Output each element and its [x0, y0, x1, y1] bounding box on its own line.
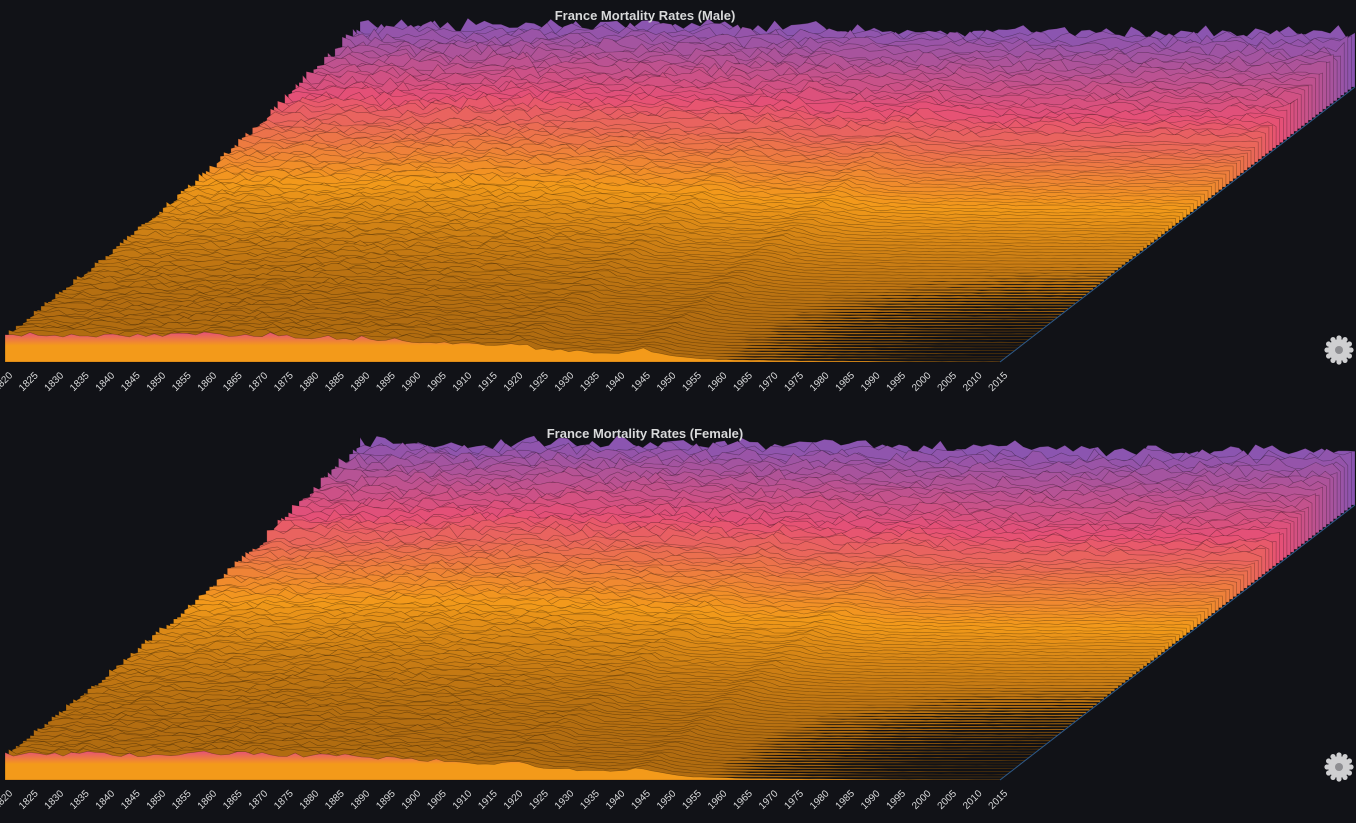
x-tick-label: 1855	[170, 370, 194, 394]
x-tick-label: 2015	[987, 370, 1011, 394]
chart-panel-female: 1820 1825 1830 1835 1840 1845 1850 1855 1860 1865…	[0, 418, 1356, 823]
x-tick-label: 1875	[272, 370, 296, 394]
depth-axis-line	[999, 504, 1356, 781]
x-tick-label: 1990	[859, 370, 883, 394]
x-tick-label: 1930	[553, 788, 577, 812]
x-tick-label: 1860	[196, 788, 220, 812]
x-tick-label: 1935	[578, 788, 602, 812]
x-tick-label: 1860	[196, 370, 220, 394]
x-tick-label: 2005	[936, 370, 960, 394]
gear-icon[interactable]	[1324, 335, 1354, 365]
x-tick-label: 1895	[374, 370, 398, 394]
x-tick-label: 1965	[731, 370, 755, 394]
x-tick-label: 1880	[298, 788, 322, 812]
x-tick-label: 2000	[910, 370, 934, 394]
x-tick-label: 1975	[783, 788, 807, 812]
x-tick-label: 1870	[247, 370, 271, 394]
x-tick-label: 1885	[323, 370, 347, 394]
x-tick-label: 1940	[604, 370, 628, 394]
ridgeline-chart-male[interactable]: 1820 1825 1830 1835 1840 1845 1850 1855 1860 1865…	[0, 0, 1356, 405]
x-tick-label: 1820	[0, 370, 15, 394]
x-tick-label: 1900	[400, 788, 424, 812]
x-tick-label: 1915	[476, 370, 500, 394]
x-tick-label: 1990	[859, 788, 883, 812]
x-tick-label: 1825	[17, 788, 41, 812]
x-tick-label: 1845	[119, 370, 143, 394]
x-tick-label: 1835	[68, 370, 92, 394]
x-tick-label: 1980	[808, 788, 832, 812]
x-tick-label: 1845	[119, 788, 143, 812]
x-tick-label: 1830	[43, 788, 67, 812]
x-tick-label: 1945	[629, 788, 653, 812]
x-tick-label: 1895	[374, 788, 398, 812]
x-tick-label: 1865	[221, 370, 245, 394]
x-tick-label: 1905	[425, 788, 449, 812]
x-tick-label: 2010	[961, 370, 985, 394]
x-tick-label: 1985	[834, 788, 858, 812]
x-tick-label: 1930	[553, 370, 577, 394]
depth-axis-line	[999, 86, 1356, 363]
x-tick-label: 1980	[808, 370, 832, 394]
x-tick-label: 1955	[680, 370, 704, 394]
x-tick-label: 1910	[451, 370, 475, 394]
x-tick-label: 1875	[272, 788, 296, 812]
x-tick-label: 1925	[527, 788, 551, 812]
x-tick-label: 1950	[655, 788, 679, 812]
x-tick-label: 1945	[629, 370, 653, 394]
x-tick-label: 1940	[604, 788, 628, 812]
x-tick-label: 1865	[221, 788, 245, 812]
x-tick-label: 1950	[655, 370, 679, 394]
x-tick-label: 1840	[94, 788, 118, 812]
x-tick-label: 1825	[17, 370, 41, 394]
x-tick-label: 1835	[68, 788, 92, 812]
ridgeline-chart-female[interactable]: 1820 1825 1830 1835 1840 1845 1850 1855 1860 1865…	[0, 418, 1356, 823]
x-tick-label: 1920	[502, 370, 526, 394]
x-tick-label: 1885	[323, 788, 347, 812]
gear-icon[interactable]	[1324, 752, 1354, 782]
x-tick-label: 1985	[834, 370, 858, 394]
ridge-front-series	[4, 750, 1001, 781]
x-tick-label: 1820	[0, 788, 15, 812]
x-tick-label: 1870	[247, 788, 271, 812]
x-tick-label: 1965	[731, 788, 755, 812]
x-tick-label: 1995	[885, 370, 909, 394]
chart-title-male: France Mortality Rates (Male)	[554, 8, 736, 23]
x-tick-label: 1955	[680, 788, 704, 812]
x-tick-label: 1975	[783, 370, 807, 394]
x-tick-label: 1915	[476, 788, 500, 812]
ridge-front-series	[4, 331, 1001, 363]
x-tick-label: 2005	[936, 788, 960, 812]
x-tick-label: 1850	[145, 788, 169, 812]
x-tick-label: 1995	[885, 788, 909, 812]
x-tick-label: 1880	[298, 370, 322, 394]
x-tick-label: 1925	[527, 370, 551, 394]
x-tick-label: 2015	[987, 788, 1011, 812]
x-tick-label: 1970	[757, 788, 781, 812]
x-tick-label: 1890	[349, 788, 373, 812]
x-tick-label: 1850	[145, 370, 169, 394]
x-tick-label: 1840	[94, 370, 118, 394]
chart-title-female: France Mortality Rates (Female)	[546, 426, 744, 441]
x-tick-label: 1905	[425, 370, 449, 394]
x-tick-label: 1890	[349, 370, 373, 394]
x-tick-label: 2000	[910, 788, 934, 812]
x-tick-label: 1855	[170, 788, 194, 812]
x-tick-label: 1960	[706, 370, 730, 394]
x-tick-label: 1910	[451, 788, 475, 812]
x-tick-label: 1920	[502, 788, 526, 812]
x-tick-label: 1970	[757, 370, 781, 394]
x-tick-label: 2010	[961, 788, 985, 812]
x-tick-label: 1935	[578, 370, 602, 394]
x-tick-label: 1830	[43, 370, 67, 394]
x-tick-label: 1900	[400, 370, 424, 394]
x-tick-label: 1960	[706, 788, 730, 812]
chart-panel-male: 1820 1825 1830 1835 1840 1845 1850 1855 1860 1865…	[0, 0, 1356, 405]
